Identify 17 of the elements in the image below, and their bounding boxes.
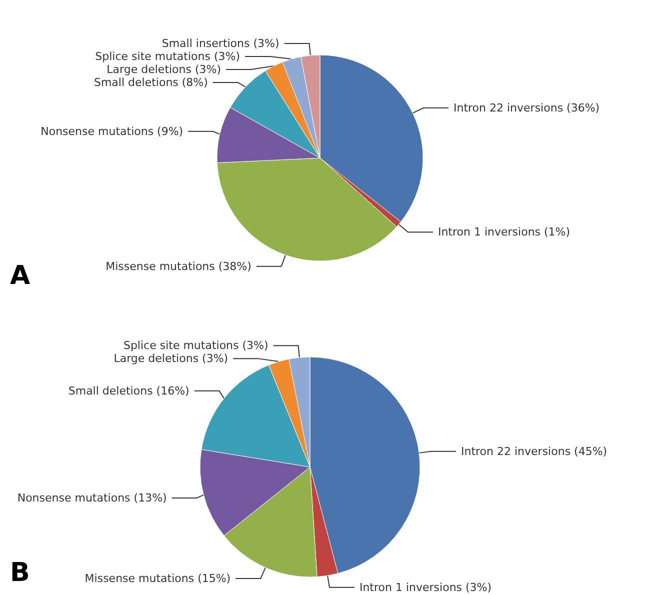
text: B [10, 558, 30, 588]
slice-label: Intron 1 inversions (3%) [359, 580, 492, 594]
slice-label: Large deletions (3%) [106, 63, 222, 76]
text: A [10, 261, 30, 291]
slice-label: Missense mutations (38%) [106, 260, 252, 273]
slice-label: Small insertions (3%) [162, 37, 280, 50]
slice-label: Splice site mutations (3%) [95, 50, 240, 63]
slice-label: Small deletions (16%) [68, 384, 190, 398]
slice-label: Nonsense mutations (13%) [17, 491, 167, 504]
slice-label: Large deletions (3%) [114, 352, 228, 366]
slice-label: Small deletions (8%) [94, 76, 208, 89]
slice-label: Intron 22 inversions (36%) [454, 101, 600, 114]
slice-label: Splice site mutations (3%) [123, 339, 268, 352]
slice-label: Intron 22 inversions (45%) [461, 444, 608, 458]
slice-label: Nonsense mutations (9%) [40, 124, 184, 138]
slice-label: Intron 1 inversions (1%) [438, 226, 570, 239]
slice-label: Missense mutations (15%) [84, 572, 231, 586]
